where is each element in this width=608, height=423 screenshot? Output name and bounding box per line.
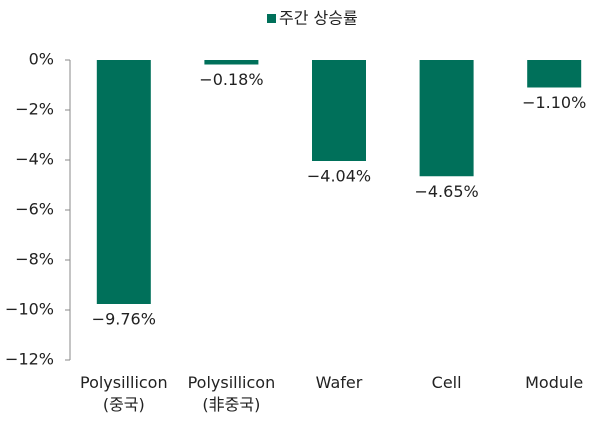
bar [527, 60, 582, 88]
value-label: −1.10% [522, 93, 586, 112]
x-tick-label: Polysillicon (중국) [79, 373, 168, 414]
y-tick-label: −12% [5, 350, 54, 369]
x-tick-label: Wafer [315, 373, 363, 392]
value-label: −4.65% [414, 182, 478, 201]
y-tick-label: −8% [15, 250, 54, 269]
y-tick-label: −2% [15, 100, 54, 119]
y-tick-label: −10% [5, 300, 54, 319]
y-tick-label: −6% [15, 200, 54, 219]
bar [96, 60, 151, 304]
bar [419, 60, 474, 177]
value-label: −4.04% [307, 167, 371, 186]
value-label: −0.18% [199, 70, 263, 89]
y-tick-label: −4% [15, 150, 54, 169]
bar [312, 60, 366, 161]
legend-label: 주간 상승률 [279, 9, 358, 28]
legend-swatch [267, 14, 276, 23]
x-tick-label: Polysillicon (非중국) [187, 373, 276, 414]
x-tick-label: Module [525, 373, 584, 392]
bar [204, 60, 259, 65]
value-label: −9.76% [92, 310, 156, 329]
y-tick-label: 0% [29, 50, 54, 69]
x-tick-label: Cell [431, 373, 462, 392]
